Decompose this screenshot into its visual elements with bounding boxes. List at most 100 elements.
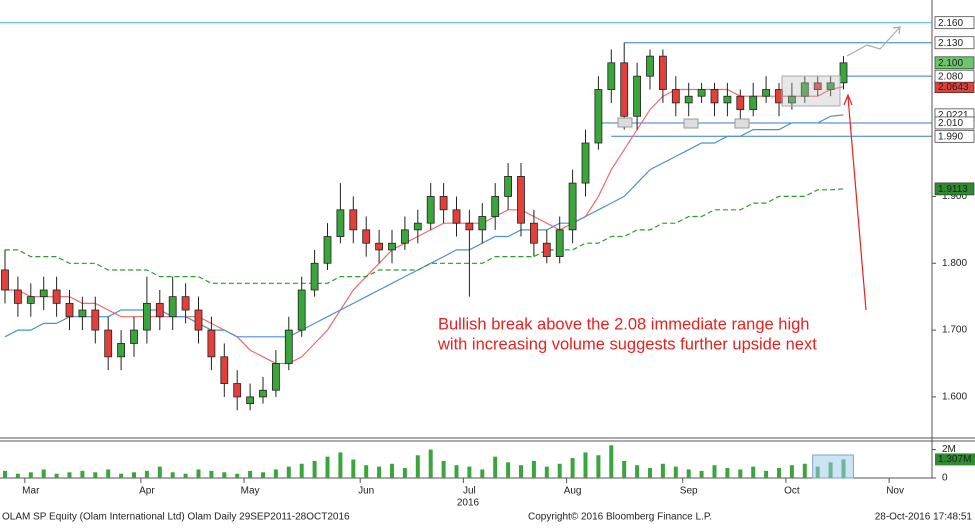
volume-bar [119,473,124,478]
moving-average [5,188,844,284]
marks: 1.600 1.700 1.800 1.900 0 2M Mar Apr May Jun Jul Au… [0,16,975,497]
candle-body [117,343,125,358]
candle-body [259,389,267,398]
volume-bar [183,473,188,478]
candle-body [800,82,809,97]
candle-body [684,95,693,104]
candle-body [749,95,758,110]
candle-body [762,89,770,97]
candle-body [504,176,513,197]
volume-bar [764,470,769,478]
x-tick-label: May [241,486,260,497]
price-tag-label: 1.9113 [938,184,968,195]
candle-body [465,222,474,231]
volume-bar [686,469,691,478]
volume-tag [935,453,975,466]
volume-bar [54,473,59,478]
volume-bar [506,462,511,478]
candle-body [646,55,654,77]
candle-body [207,329,216,358]
volume-bar [725,468,730,478]
volume-bar [467,466,472,478]
volume-bar [377,466,382,478]
volume-bar [261,472,265,478]
candle-body [400,229,409,244]
footer-left: OLAM SP Equity (Olam International Ltd) … [2,512,350,523]
candle-body [581,142,590,184]
volume-bar [196,469,201,478]
volume-bar [609,445,614,478]
price-tag-label: 2.0221 [938,110,969,121]
volume-bar [67,472,72,478]
candle-body [659,55,667,90]
candle-body [530,222,538,244]
volume-tag-label: 1.307M [938,454,971,465]
price-tag [934,16,975,30]
volume-bar [596,455,601,478]
candle-body [388,242,396,251]
price-tag [934,116,975,130]
candle-body [155,302,164,318]
volume-bar [170,472,175,478]
volume-bar [273,469,278,478]
price-tag-label: 2.130 [938,38,963,49]
volume-bar [777,468,781,478]
volume-bar [454,465,459,478]
volume-bar [312,460,317,478]
range-box [781,75,841,107]
volume-bar [390,463,394,478]
candle-body [839,62,848,84]
volume-bar [802,463,807,478]
volume-bar [570,458,575,478]
support-box [683,118,699,129]
volume-bar [493,456,498,478]
candle-body [710,89,719,104]
candle-body [284,329,293,364]
price-panel [0,0,932,437]
candle-body [52,289,61,304]
price-tag-label: 2.100 [938,58,963,69]
candle-body [633,75,641,117]
candle-body [297,289,306,331]
candle-body [826,82,835,90]
year-label: 2016 [457,498,480,509]
candle-body [13,289,22,304]
volume-bar [132,472,136,478]
support-box [734,118,750,129]
candle-body [91,309,100,331]
price-tag-label: 2.0643 [938,82,969,93]
volume-bar [673,466,678,478]
x-tick-label: Apr [139,486,155,497]
volume-bar [15,473,20,478]
volume-bar [712,465,717,478]
candle-body [426,196,435,224]
volume-bar [557,463,562,478]
arrow-head [843,93,853,106]
y-tick-label: 1.700 [942,325,967,336]
candle-body [568,182,577,231]
candle-body [336,209,345,237]
volume-bar [41,469,46,478]
price-tag [934,129,975,143]
volume-bar [519,465,523,478]
candle-body [478,216,487,231]
candle-body [349,209,358,231]
candle-body [271,363,280,391]
volume-bar [622,460,627,478]
volume-tick-label: 0 [942,473,948,484]
support-box [617,117,633,128]
candle-body [181,296,190,311]
volume-bar [480,469,485,478]
volume-bar [351,459,356,478]
y-tick-label: 1.900 [942,191,967,202]
price-tag [934,36,975,50]
x-tick-label: Jun [358,486,374,497]
volume-bar [325,456,330,478]
annotation: with increasing volume suggests further … [437,335,817,353]
candle-body [194,309,203,331]
x-tick-label: Mar [22,486,40,497]
volume-bar [738,469,743,478]
candle-body [168,296,177,318]
volume-bar [28,472,33,478]
